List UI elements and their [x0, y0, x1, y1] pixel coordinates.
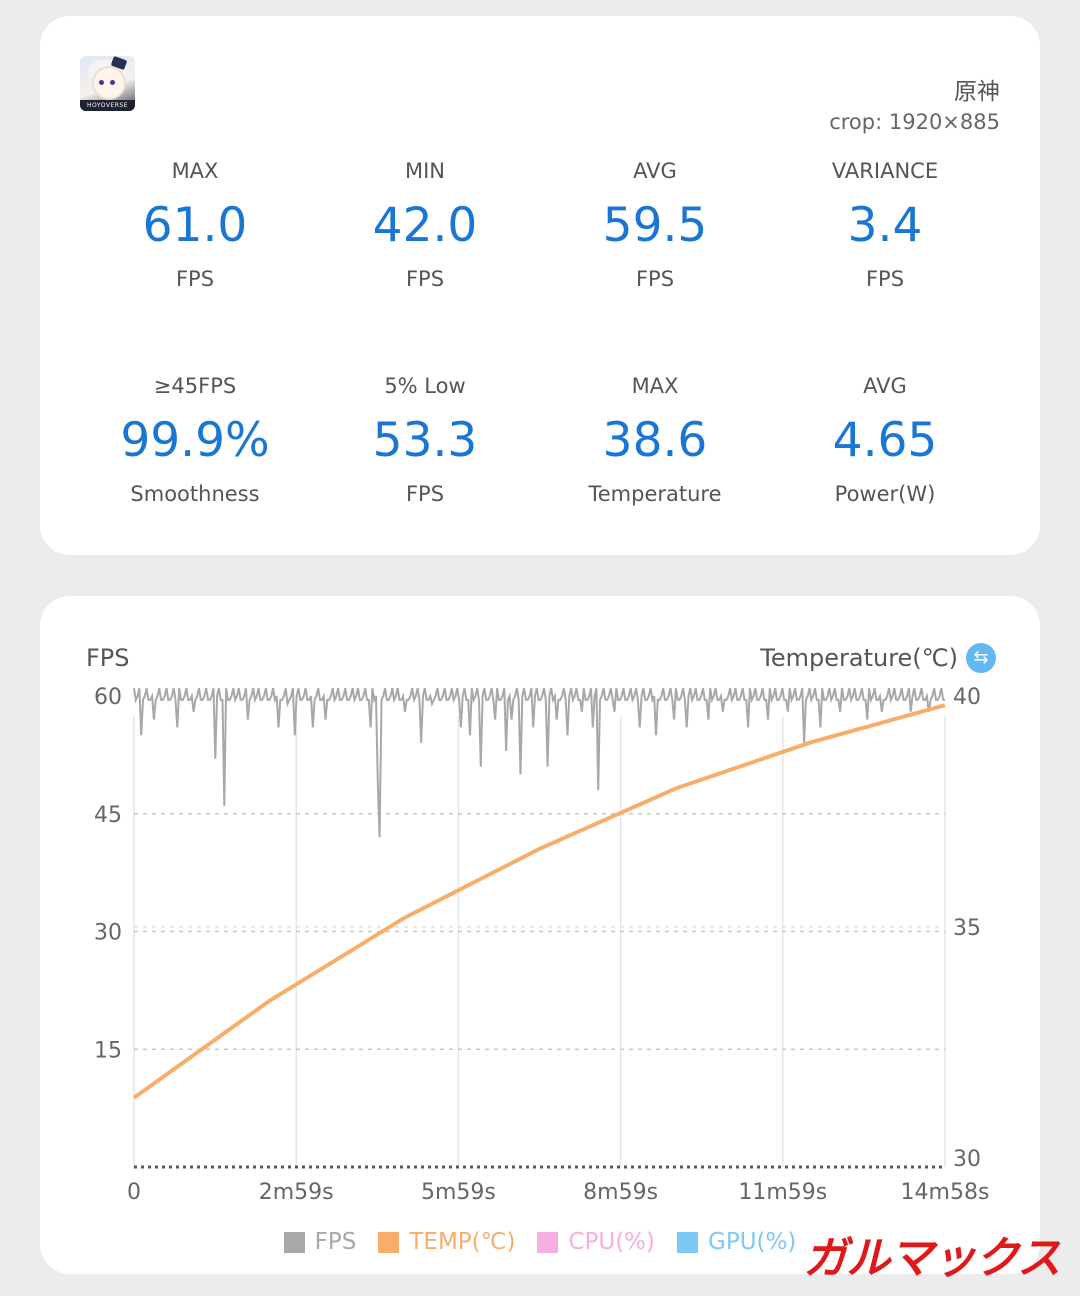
stat-min-fps: MIN 42.0 FPS [310, 158, 540, 292]
legend-item-cpu[interactable]: CPU(%) [537, 1229, 655, 1255]
legend-swatch-temp [378, 1231, 400, 1253]
y-left-tick-label: 45 [94, 803, 122, 828]
y-right-tick-label: 40 [953, 685, 981, 710]
stat-value: 4.65 [832, 413, 938, 468]
stat-value: 61.0 [142, 198, 248, 253]
chart-legend: FPS TEMP(℃) CPU(%) GPU(%) [40, 1226, 1040, 1258]
stat-unit: FPS [405, 482, 445, 506]
game-title: 原神 [954, 79, 1000, 105]
stat-variance: VARIANCE 3.4 FPS [770, 158, 1000, 292]
legend-label-temp: TEMP(℃) [409, 1229, 516, 1255]
x-tick-label: 14m58s [901, 1180, 990, 1205]
stat-value: 53.3 [372, 413, 478, 468]
stat-value: 42.0 [372, 198, 478, 253]
legend-item-temp[interactable]: TEMP(℃) [378, 1229, 515, 1255]
stat-label: AVG [863, 374, 907, 398]
chart-right-axis-title: Temperature(℃) [760, 644, 958, 672]
legend-item-gpu[interactable]: GPU(%) [677, 1229, 796, 1255]
legend-item-fps[interactable]: FPS [283, 1229, 357, 1255]
app-icon-brand: HOYOVERSE [80, 100, 135, 111]
watermark-logo: ガルマックス [803, 1233, 1061, 1284]
stat-value: 99.9% [120, 413, 270, 468]
legend-swatch-fps [283, 1231, 305, 1253]
y-right-tick-label: 30 [953, 1147, 981, 1172]
x-tick-label: 0 [127, 1180, 141, 1205]
x-tick-label: 8m59s [583, 1180, 658, 1205]
legend-label-fps: FPS [314, 1229, 357, 1255]
fps-series-line [133, 687, 945, 838]
crop-resolution: crop: 1920×885 [829, 110, 1000, 134]
x-tick-label: 11m59s [738, 1180, 827, 1205]
stat-label: AVG [633, 159, 677, 183]
stat-unit: FPS [175, 267, 215, 291]
stat-avg-power: AVG 4.65 Power(W) [770, 373, 1000, 507]
swap-icon[interactable]: ⇆ [966, 643, 996, 673]
legend-swatch-cpu [537, 1231, 559, 1253]
stat-unit: FPS [405, 267, 445, 291]
performance-chart: 0 2m59s 5m59s 8m59s 11m59s 14m58s 15 30 45 60 30 35… [94, 685, 990, 1205]
y-left-tick-label: 15 [94, 1038, 122, 1063]
stat-avg-fps: AVG 59.5 FPS [540, 158, 770, 292]
chart-left-axis-title: FPS [86, 644, 130, 672]
stat-unit: Smoothness [130, 482, 260, 506]
stat-smoothness: ≥45FPS 99.9% Smoothness [80, 373, 310, 507]
app-icon-eye-right [110, 80, 115, 85]
stat-unit: Temperature [588, 482, 722, 506]
legend-swatch-gpu [677, 1231, 699, 1253]
stat-value: 38.6 [602, 413, 708, 468]
stat-label: VARIANCE [831, 159, 939, 183]
stat-max-fps: MAX 61.0 FPS [80, 158, 310, 292]
x-tick-label: 5m59s [421, 1180, 496, 1205]
stat-label: MIN [404, 159, 446, 183]
y-left-tick-label: 60 [94, 685, 122, 710]
app-icon-eye-left [99, 80, 104, 85]
stat-max-temperature: MAX 38.6 Temperature [540, 373, 770, 507]
stat-label: MAX [631, 374, 679, 398]
app-icon-face [92, 66, 126, 100]
game-app-icon: HOYOVERSE [80, 56, 135, 111]
stat-unit: Power(W) [834, 482, 936, 506]
stat-label: MAX [171, 159, 219, 183]
legend-label-cpu: CPU(%) [568, 1229, 656, 1255]
stat-unit: FPS [635, 267, 675, 291]
y-left-tick-label: 30 [94, 921, 122, 946]
legend-label-gpu: GPU(%) [708, 1229, 797, 1255]
chart-card: FPS Temperature(℃) ⇆ 0 2m59s 5m59s 8m59s 11m… [40, 596, 1040, 1274]
stats-card: HOYOVERSE 原神 crop: 1920×885 MAX 61.0 FPS… [40, 16, 1040, 555]
stat-label: 5% Low [384, 374, 466, 398]
stat-label: ≥45FPS [153, 374, 237, 398]
stat-5pct-low: 5% Low 53.3 FPS [310, 373, 540, 507]
stat-value: 59.5 [602, 198, 708, 253]
stat-unit: FPS [865, 267, 905, 291]
temperature-series-line [132, 703, 946, 1100]
y-right-tick-label: 35 [953, 916, 981, 941]
stat-value: 3.4 [847, 198, 923, 253]
x-tick-label: 2m59s [259, 1180, 334, 1205]
